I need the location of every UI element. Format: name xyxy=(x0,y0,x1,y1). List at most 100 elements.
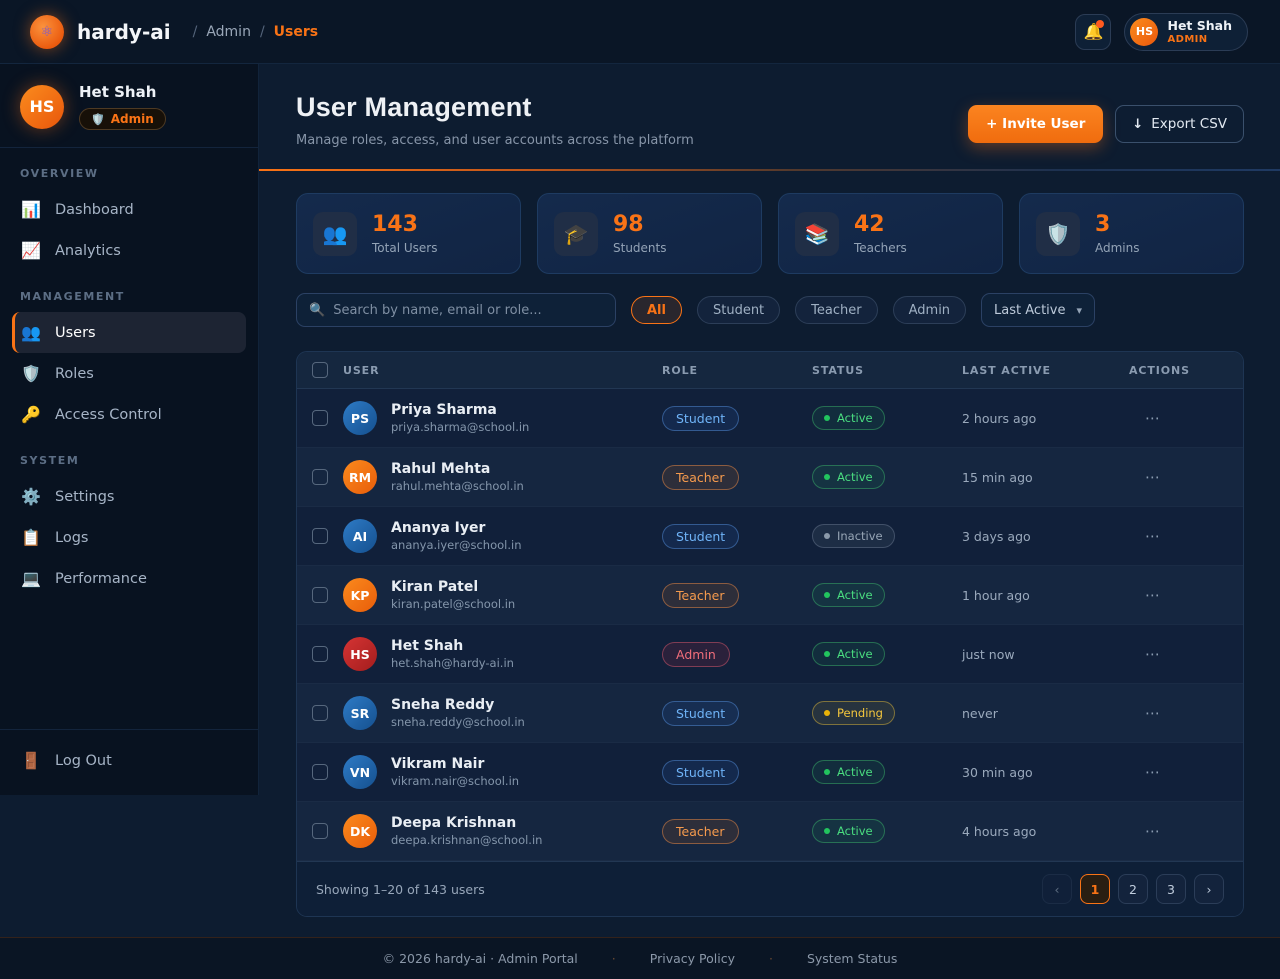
section-label-management: MANAGEMENT xyxy=(20,290,125,303)
row-checkbox[interactable] xyxy=(312,823,328,839)
table-row: DK Deepa Krishnan deepa.krishnan@school.… xyxy=(297,802,1243,861)
sidebar-item-dashboard[interactable]: 📊 Dashboard xyxy=(0,189,258,230)
door-icon: 🚪 xyxy=(21,751,41,770)
row-actions-button[interactable]: ⋯ xyxy=(1145,527,1162,545)
prev-page-button[interactable]: ‹ xyxy=(1042,874,1072,904)
avatar: HS xyxy=(1130,17,1159,46)
sidebar-item-logs[interactable]: 📋 Logs xyxy=(0,517,258,558)
status-badge: Pending xyxy=(812,701,895,725)
logo-atom-icon: ⚛︎ xyxy=(30,14,64,49)
sidebar-item-label: Roles xyxy=(55,365,94,382)
last-active: never xyxy=(962,705,998,721)
select-all-checkbox[interactable] xyxy=(312,362,328,378)
last-active: 30 min ago xyxy=(962,764,1033,780)
row-actions-button[interactable]: ⋯ xyxy=(1145,586,1162,604)
row-checkbox[interactable] xyxy=(312,764,328,780)
user-name: Rahul Mehta xyxy=(391,461,491,477)
search-box: 🔍 xyxy=(296,293,616,327)
filter-chip-admin[interactable]: Admin xyxy=(892,296,967,324)
row-actions-button[interactable]: ⋯ xyxy=(1145,763,1162,781)
row-checkbox[interactable] xyxy=(312,705,328,721)
stat-label: Admins xyxy=(1095,240,1140,255)
last-active: just now xyxy=(962,646,1015,662)
sidebar-item-label: Logs xyxy=(55,529,89,546)
system-status-link[interactable]: System Status xyxy=(806,951,898,966)
user-email: sneha.reddy@school.in xyxy=(391,715,525,729)
user-name: Deepa Krishnan xyxy=(391,815,517,831)
privacy-policy-link[interactable]: Privacy Policy xyxy=(649,951,735,966)
accent-divider xyxy=(259,169,1280,171)
filter-chip-teacher[interactable]: Teacher xyxy=(795,296,878,324)
filter-chip-student[interactable]: Student xyxy=(696,296,781,324)
row-checkbox[interactable] xyxy=(312,646,328,662)
chevron-down-icon: ▾ xyxy=(1076,303,1083,317)
role-badge: Teacher xyxy=(662,818,739,844)
table-header-row: USER ROLE STATUS LAST ACTIVE ACTIONS xyxy=(297,352,1243,389)
row-actions-button[interactable]: ⋯ xyxy=(1145,822,1162,840)
sidebar-item-analytics[interactable]: 📈 Analytics xyxy=(0,230,258,271)
notifications-button[interactable]: 🔔 xyxy=(1075,13,1112,50)
results-summary: Showing 1–20 of 143 users xyxy=(316,881,485,897)
column-header-role: ROLE xyxy=(662,363,698,377)
users-icon: 👥 xyxy=(21,323,41,342)
status-badge: Active xyxy=(812,760,885,784)
row-checkbox[interactable] xyxy=(312,469,328,485)
stat-card-teachers: 📚 42 Teachers xyxy=(778,193,1003,274)
last-active: 1 hour ago xyxy=(962,587,1030,603)
sidebar-item-label: Analytics xyxy=(55,242,121,259)
sidebar: HS Het Shah 🛡️ Admin OVERVIEW 📊 Dashboar… xyxy=(0,64,259,795)
page-button-1[interactable]: 1 xyxy=(1080,874,1110,904)
user-email: kiran.patel@school.in xyxy=(391,597,516,611)
sidebar-item-roles[interactable]: 🛡️ Roles xyxy=(0,353,258,394)
status-badge: Active xyxy=(812,642,885,666)
page-button-2[interactable]: 2 xyxy=(1118,874,1148,904)
next-page-button[interactable]: › xyxy=(1194,874,1224,904)
row-checkbox[interactable] xyxy=(312,587,328,603)
user-email: rahul.mehta@school.in xyxy=(391,479,524,493)
row-actions-button[interactable]: ⋯ xyxy=(1145,468,1162,486)
row-checkbox[interactable] xyxy=(312,410,328,426)
row-actions-button[interactable]: ⋯ xyxy=(1145,409,1162,427)
breadcrumb-admin[interactable]: Admin xyxy=(206,23,251,40)
column-header-status: STATUS xyxy=(812,363,864,377)
row-actions-button[interactable]: ⋯ xyxy=(1145,704,1162,722)
page-button-3[interactable]: 3 xyxy=(1156,874,1186,904)
table-footer: Showing 1–20 of 143 users ‹ 1 2 3 › xyxy=(297,861,1243,916)
app-logo[interactable]: ⚛︎ hardy-ai xyxy=(30,14,171,49)
avatar: VN xyxy=(343,755,377,789)
books-icon: 📚 xyxy=(795,211,839,256)
sidebar-item-users[interactable]: 👥 Users xyxy=(12,312,246,353)
sidebar-item-settings[interactable]: ⚙️ Settings xyxy=(0,476,258,517)
user-email: deepa.krishnan@school.in xyxy=(391,833,543,847)
copyright-text: © 2026 hardy-ai · Admin Portal xyxy=(382,951,578,966)
status-badge: Active xyxy=(812,819,885,843)
export-csv-button[interactable]: ↓ Export CSV xyxy=(1115,105,1244,143)
graduation-cap-icon: 🎓 xyxy=(554,211,598,256)
breadcrumb-separator: / xyxy=(259,23,265,40)
invite-user-button[interactable]: + Invite User xyxy=(968,105,1104,143)
sort-select[interactable]: Last Active ▾ xyxy=(981,293,1096,327)
app-title: hardy-ai xyxy=(77,19,171,44)
sidebar-item-access-control[interactable]: 🔑 Access Control xyxy=(0,394,258,435)
breadcrumb-users[interactable]: Users xyxy=(273,23,319,40)
search-input[interactable] xyxy=(333,302,603,318)
last-active: 3 days ago xyxy=(962,528,1031,544)
role-badge: Student xyxy=(662,405,740,431)
pagination: ‹ 1 2 3 › xyxy=(1042,874,1224,904)
page-title: User Management xyxy=(296,92,532,122)
user-name: Priya Sharma xyxy=(391,402,497,418)
sidebar-item-performance[interactable]: 💻 Performance xyxy=(0,558,258,599)
profile-name: Het Shah xyxy=(79,83,157,101)
notification-dot xyxy=(1096,19,1105,28)
user-menu[interactable]: HS Het Shah ADMIN xyxy=(1124,12,1248,51)
row-checkbox[interactable] xyxy=(312,528,328,544)
table-row: AI Ananya Iyer ananya.iyer@school.in Stu… xyxy=(297,507,1243,566)
row-actions-button[interactable]: ⋯ xyxy=(1145,645,1162,663)
filter-row: 🔍 All Student Teacher Admin Last Active … xyxy=(296,293,1244,327)
user-name: Het Shah xyxy=(391,638,464,654)
shield-icon: 🛡️ xyxy=(91,112,105,126)
stat-card-total-users: 👥 143 Total Users xyxy=(296,193,521,274)
sidebar-item-logout[interactable]: 🚪 Log Out xyxy=(0,740,258,781)
user-name: Ananya Iyer xyxy=(391,520,486,536)
filter-chip-all[interactable]: All xyxy=(631,296,682,324)
